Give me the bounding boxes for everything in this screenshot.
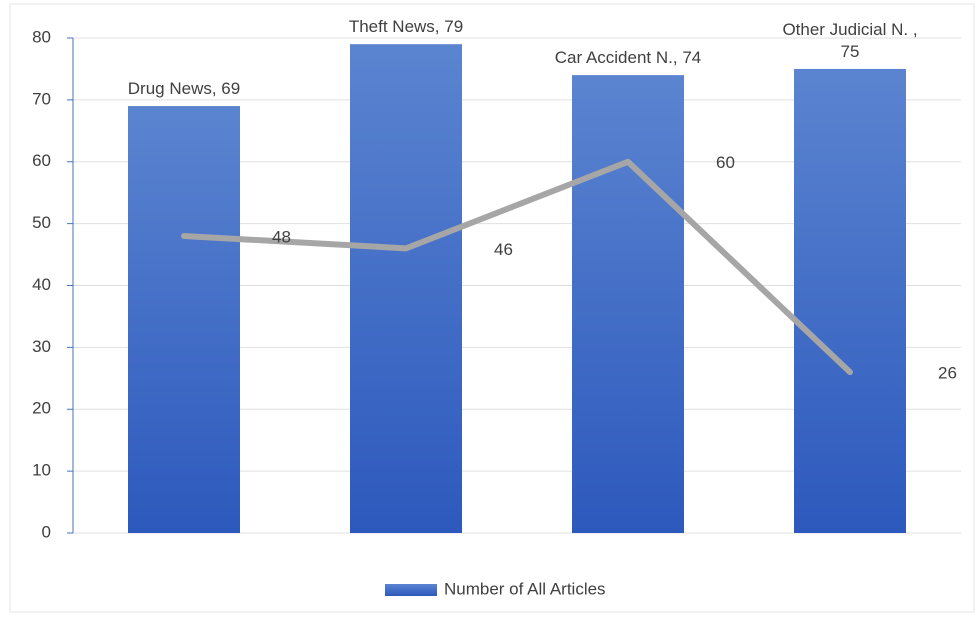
line-data-label: 46 — [494, 240, 513, 259]
y-tick-label: 40 — [32, 275, 51, 294]
bar-data-label: Drug News, 69 — [127, 79, 241, 99]
y-tick-label: 50 — [32, 213, 51, 232]
bar-data-label: Car Accident N., 74 — [554, 48, 702, 68]
y-tick-label: 80 — [32, 27, 51, 46]
y-tick-label: 10 — [32, 461, 51, 480]
line-series — [181, 158, 853, 376]
line-data-label: 48 — [272, 227, 291, 246]
bar — [572, 75, 684, 533]
chart-border — [9, 3, 975, 613]
legend-swatch — [385, 584, 437, 596]
bar — [794, 68, 906, 533]
y-tick-label: 70 — [32, 89, 51, 108]
bar-data-label: Other Judicial N. , 75 — [782, 19, 918, 61]
line-data-label: 26 — [938, 364, 957, 383]
legend-label: Number of All Articles — [444, 579, 606, 598]
bar — [350, 44, 462, 533]
bar-data-label: Theft News, 79 — [348, 17, 464, 37]
bar — [128, 106, 240, 533]
line-data-label: 60 — [716, 153, 735, 172]
y-tick-label: 60 — [32, 151, 51, 170]
y-tick-label: 0 — [42, 522, 51, 541]
y-tick-label: 30 — [32, 337, 51, 356]
y-tick-label: 20 — [32, 399, 51, 418]
